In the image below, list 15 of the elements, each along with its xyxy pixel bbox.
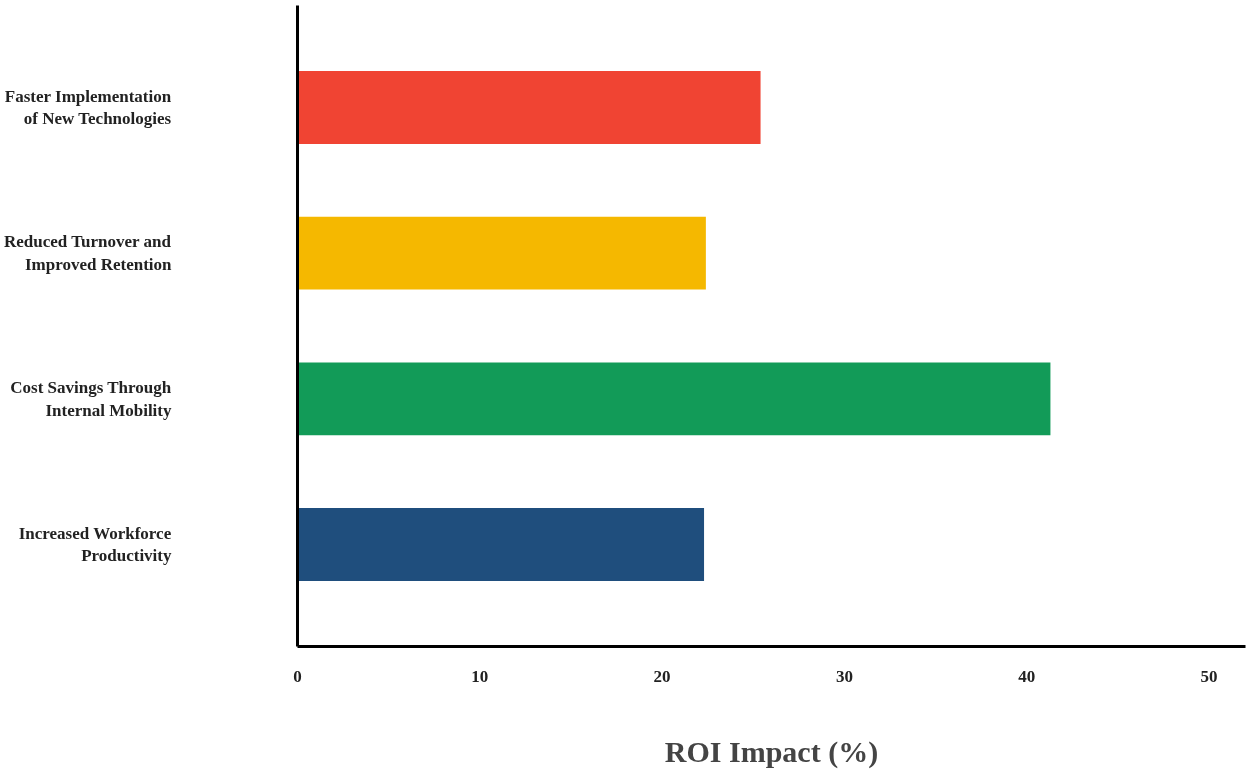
- bar: [297, 71, 761, 144]
- bar: [297, 508, 705, 581]
- bar: [297, 362, 1051, 436]
- y-tick-label: Faster Implementation of New Technologies: [4, 86, 172, 129]
- x-tick-label: 50: [1200, 666, 1218, 686]
- x-tick-label: 20: [653, 666, 671, 686]
- x-tick-label: 10: [471, 666, 489, 686]
- y-tick-label: Cost Savings Through Internal Mobility: [10, 377, 172, 420]
- y-tick-label: Increased Workforce Productivity: [18, 523, 172, 566]
- y-tick-label: Reduced Turnover and Improved Retention: [3, 232, 173, 275]
- bar: [297, 216, 706, 290]
- x-tick-label: 30: [835, 666, 853, 686]
- x-tick-label: 0: [293, 666, 302, 686]
- x-tick-label: 40: [1018, 666, 1036, 686]
- x-axis-title: ROI Impact (%): [664, 734, 879, 769]
